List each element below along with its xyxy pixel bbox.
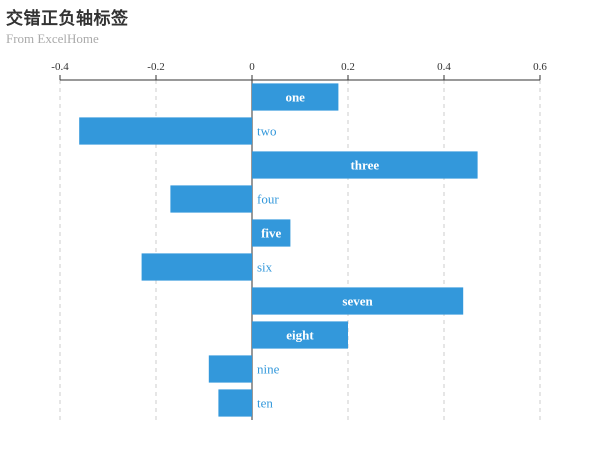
chart-subtitle: From ExcelHome <box>6 31 99 46</box>
bar-label: ten <box>257 396 273 411</box>
bar-label: three <box>350 158 379 173</box>
bar-label: one <box>285 90 305 105</box>
x-axis: -0.4 -0.2 0 0.2 0.4 0.6 <box>51 61 547 420</box>
bar-label: nine <box>257 362 280 377</box>
bar-labels: one two three four five six seven eight nine ten <box>257 90 379 411</box>
bars <box>79 83 478 417</box>
bar-label: seven <box>342 294 373 309</box>
bar-label: eight <box>286 328 314 343</box>
bar-three <box>252 151 478 179</box>
x-tick-label: 0.2 <box>341 61 355 73</box>
x-tick-label: -0.4 <box>51 61 69 73</box>
bar-label: six <box>257 260 273 275</box>
bar-one <box>252 83 339 111</box>
bar-six <box>141 253 252 281</box>
bar-four <box>170 185 252 213</box>
x-tick-label: 0 <box>249 61 255 73</box>
bar-eight <box>252 321 348 349</box>
bar-label: five <box>261 226 281 241</box>
x-tick-label: -0.2 <box>147 61 164 73</box>
bar-label: four <box>257 192 279 207</box>
bar-seven <box>252 287 464 315</box>
bar-two <box>79 117 252 145</box>
bar-five <box>252 219 291 247</box>
bar-nine <box>208 355 252 383</box>
bar-label: two <box>257 124 277 139</box>
x-tick-label: 0.6 <box>533 61 547 73</box>
chart-title: 交错正负轴标签 <box>6 9 129 29</box>
bar-ten <box>218 389 252 417</box>
x-tick-label: 0.4 <box>437 61 451 73</box>
